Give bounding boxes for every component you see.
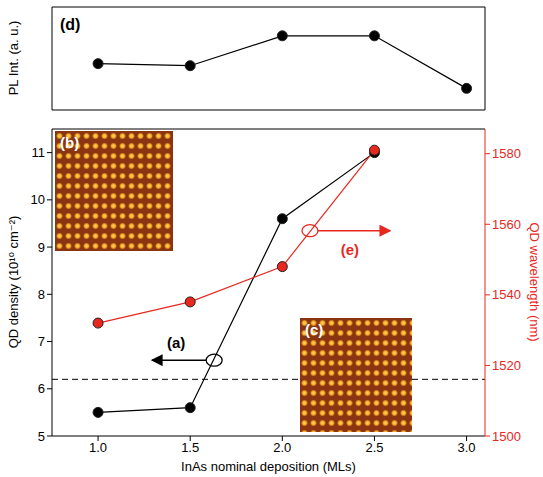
svg-text:8: 8 [38, 287, 45, 302]
svg-text:2.0: 2.0 [273, 440, 291, 455]
svg-text:(d): (d) [60, 16, 80, 33]
svg-text:11: 11 [32, 145, 46, 160]
svg-text:(a): (a) [167, 334, 185, 351]
svg-text:1580: 1580 [492, 146, 521, 161]
svg-text:6: 6 [38, 381, 45, 396]
html-text:(b): (b) [60, 134, 80, 151]
svg-text:10: 10 [31, 192, 45, 207]
svg-text:7: 7 [38, 334, 45, 349]
svg-text:1.5: 1.5 [181, 440, 199, 455]
html-text:(c): (c) [305, 321, 324, 338]
svg-text:(e): (e) [341, 241, 359, 258]
svg-text:3.0: 3.0 [458, 440, 476, 455]
svg-text:1560: 1560 [492, 217, 521, 232]
svg-text:1540: 1540 [492, 287, 521, 302]
svg-text:2.5: 2.5 [365, 440, 383, 455]
svg-text:QD density (10¹⁰ cm⁻²): QD density (10¹⁰ cm⁻²) [6, 216, 21, 349]
svg-text:5: 5 [38, 429, 45, 444]
svg-text:PL Int. (a. u.): PL Int. (a. u.) [6, 21, 21, 96]
svg-text:1.0: 1.0 [89, 440, 107, 455]
svg-text:InAs nominal deposition (MLs): InAs nominal deposition (MLs) [181, 459, 356, 474]
svg-text:1520: 1520 [492, 358, 521, 373]
svg-text:QD wavelength (nm): QD wavelength (nm) [527, 222, 542, 341]
svg-text:9: 9 [38, 240, 45, 255]
svg-text:1500: 1500 [492, 429, 521, 444]
